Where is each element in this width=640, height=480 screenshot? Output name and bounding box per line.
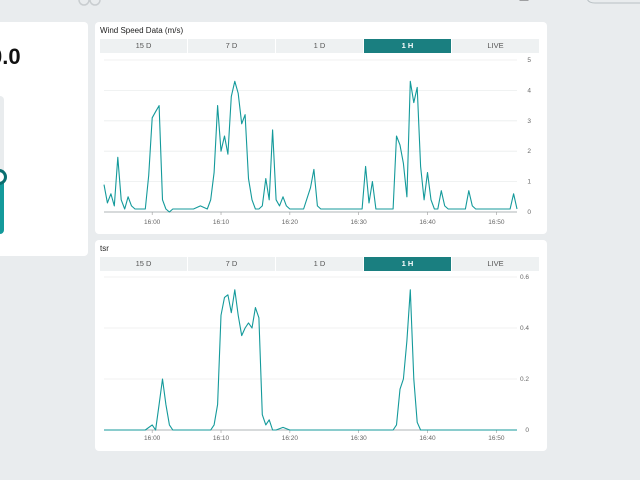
y-tick-label: 1 [527, 179, 531, 186]
series-line [104, 289, 517, 431]
y-tick-label: 0.4 [520, 325, 529, 332]
grey-circles-icon [78, 0, 104, 6]
series-line [103, 80, 518, 213]
tab-1d[interactable]: 1 D [276, 39, 364, 53]
y-tick-label: 4 [527, 87, 531, 94]
time-range-tabs: 15 D 7 D 1 D 1 H LIVE [100, 39, 539, 53]
panel-title: Wind Speed Data (m/s) [100, 26, 184, 35]
top-bar [0, 0, 640, 8]
y-tick-label: 0.2 [520, 376, 529, 383]
x-tick-label: 16:00 [144, 435, 161, 442]
x-tick-label: 16:00 [144, 219, 161, 226]
tab-1d[interactable]: 1 D [276, 257, 364, 271]
tsr-chart: 0 0.2 0.4 0.6 16:00 16:10 16:20 16:30 16:40 16:50 [104, 274, 529, 442]
y-tick-label: 3 [527, 118, 531, 125]
x-tick-label: 16:40 [419, 219, 436, 226]
tab-1h[interactable]: 1 H [364, 257, 452, 271]
x-tick-label: 16:20 [282, 435, 299, 442]
x-tick-label: 16:40 [419, 435, 436, 442]
tab-live[interactable]: LIVE [487, 41, 504, 50]
x-tick-label: 16:50 [488, 435, 505, 442]
user-icon[interactable] [519, 0, 529, 4]
x-tick-label: 16:10 [213, 435, 230, 442]
gauge-card: 0.0 0 0 [0, 22, 88, 256]
y-tick-label: 0.6 [520, 274, 529, 281]
x-tick-label: 16:30 [351, 219, 368, 226]
wind-speed-chart: 0 1 2 3 4 5 16:00 16:10 16:20 16:30 16:40 16:50 [103, 57, 531, 226]
tsr-panel: tsr 15 D 7 D 1 D 1 H LIVE 0 0.2 0.4 0.6 16:0… [95, 240, 547, 451]
tab-15d[interactable]: 15 D [100, 257, 188, 271]
y-tick-label: 5 [527, 57, 531, 64]
x-tick-label: 16:30 [351, 435, 368, 442]
tab-7d[interactable]: 7 D [188, 257, 276, 271]
tab-1h[interactable]: 1 H [364, 39, 452, 53]
x-tick-label: 16:50 [488, 219, 505, 226]
y-tick-label: 2 [527, 148, 531, 155]
tab-7d[interactable]: 7 D [188, 39, 276, 53]
gauge-track [0, 96, 4, 234]
tab-15d[interactable]: 15 D [100, 39, 188, 53]
gauge-fill [0, 177, 4, 234]
y-tick-label: 0 [525, 427, 529, 434]
gauge-slider-handle[interactable] [0, 169, 7, 185]
x-tick-label: 16:10 [213, 219, 230, 226]
time-range-tabs: 15 D 7 D 1 D 1 H LIVE [100, 257, 539, 271]
y-tick-label: 0 [527, 209, 531, 216]
panel-title: tsr [100, 244, 109, 253]
tab-live[interactable]: LIVE [487, 259, 504, 268]
gauge-value: 0.0 [0, 44, 21, 69]
x-tick-label: 16:20 [282, 219, 299, 226]
search-field-edge[interactable] [585, 0, 640, 4]
wind-speed-panel: Wind Speed Data (m/s) 15 D 7 D 1 D 1 H L… [95, 22, 547, 234]
